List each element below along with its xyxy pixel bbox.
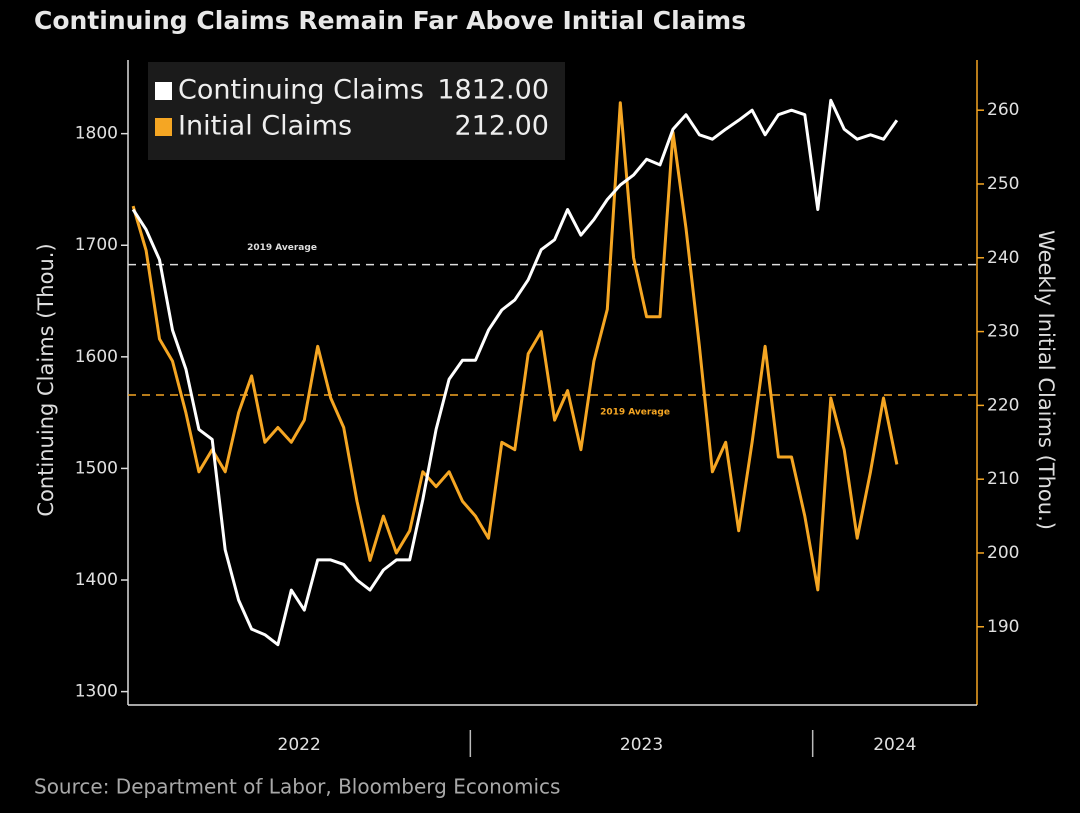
legend-value: 212.00 <box>455 111 549 142</box>
y-tick-label: 1700 <box>75 235 118 255</box>
y2-axis-label: Weekly Initial Claims (Thou.) <box>1034 230 1058 530</box>
legend-value: 1812.00 <box>437 75 549 106</box>
y2-tick-label: 260 <box>987 100 1019 120</box>
reference-label: 2019 Average <box>600 408 670 418</box>
reference-label: 2019 Average <box>247 243 317 253</box>
x-tick-label: 2022 <box>278 735 321 755</box>
x-tick-label: 2023 <box>620 735 663 755</box>
y-tick-label: 1500 <box>75 458 118 478</box>
legend-box <box>148 62 565 160</box>
y-axis-label: Continuing Claims (Thou.) <box>34 243 58 516</box>
legend-swatch <box>155 118 172 136</box>
legend-label: Initial Claims <box>178 111 352 142</box>
source: Source: Department of Labor, Bloomberg E… <box>34 775 560 799</box>
series-line <box>131 98 899 647</box>
legend-label: Continuing Claims <box>178 75 424 106</box>
series-line <box>131 101 899 592</box>
y2-tick-label: 230 <box>987 322 1019 342</box>
legend-swatch <box>155 82 172 100</box>
y2-tick-label: 250 <box>987 174 1019 194</box>
y-tick-label: 1600 <box>75 347 118 367</box>
y2-tick-label: 210 <box>987 469 1019 489</box>
y2-tick-label: 200 <box>987 543 1019 563</box>
y2-tick-label: 240 <box>987 248 1019 268</box>
y2-tick-label: 190 <box>987 617 1019 637</box>
y2-tick-label: 220 <box>987 395 1019 415</box>
chart-title: Continuing Claims Remain Far Above Initi… <box>34 6 746 35</box>
y-tick-label: 1800 <box>75 124 118 144</box>
x-tick-label: 2024 <box>873 735 916 755</box>
y-tick-label: 1300 <box>75 682 118 702</box>
y-tick-label: 1400 <box>75 570 118 590</box>
